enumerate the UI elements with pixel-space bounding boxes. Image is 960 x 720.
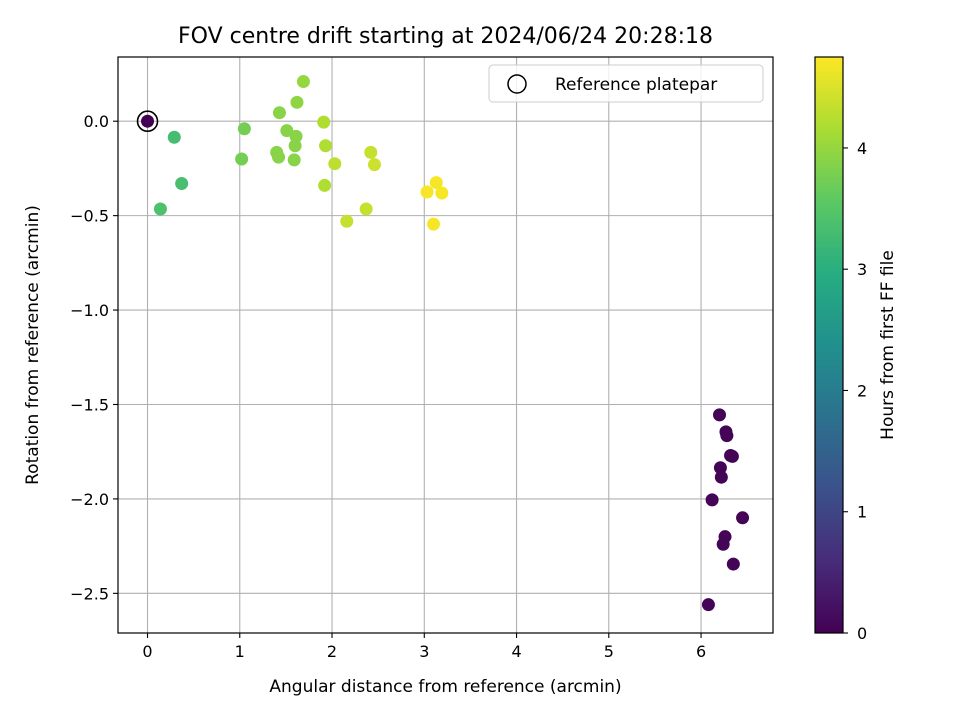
x-tick-label: 4 [511, 642, 521, 661]
data-point [287, 153, 301, 167]
y-tick-label: −1.0 [70, 301, 109, 320]
data-point [319, 139, 333, 153]
data-point [726, 557, 740, 571]
colorbar-tick-label: 4 [857, 139, 867, 158]
x-tick-label: 5 [604, 642, 614, 661]
colorbar-ticks: 0 1 2 3 4 [843, 139, 867, 643]
colorbar-tick-label: 0 [857, 624, 867, 643]
data-point [288, 139, 302, 153]
legend-reference-marker [507, 74, 527, 94]
data-point [725, 449, 739, 463]
legend-box [488, 64, 764, 103]
data-point [367, 158, 381, 172]
data-point [175, 177, 189, 191]
x-tick-label: 1 [235, 642, 245, 661]
data-point [317, 115, 331, 129]
data-point [237, 122, 251, 136]
data-point [712, 408, 726, 422]
data-point [340, 214, 354, 228]
data-point [153, 202, 167, 216]
colorbar-label: Hours from first FF file [878, 250, 898, 440]
data-point [289, 129, 303, 143]
data-point [429, 176, 443, 190]
x-tick-label: 3 [419, 642, 429, 661]
data-point [272, 150, 286, 164]
y-tick-label: −2.0 [70, 490, 109, 509]
data-point [364, 145, 378, 159]
plot-frame [117, 56, 774, 634]
data-point [713, 461, 727, 475]
data-point [705, 493, 719, 507]
data-point [420, 185, 434, 199]
chart-title: FOV centre drift starting at 2024/06/24 … [178, 24, 713, 49]
x-tick-label: 2 [327, 642, 337, 661]
colorbar-frame [814, 56, 844, 634]
data-point [328, 157, 342, 171]
reference-marker-layer [136, 110, 159, 133]
y-tick-label: 0.0 [84, 112, 109, 131]
colorbar-tick-label: 1 [857, 503, 867, 522]
data-point [701, 598, 715, 612]
data-point [720, 429, 734, 443]
data-point [736, 511, 750, 525]
y-tick-label: −1.5 [70, 395, 109, 414]
data-point [141, 114, 155, 128]
y-axis-ticks: 0.0 −0.5 −1.0 −1.5 −2.0 −2.5 [70, 112, 118, 603]
y-tick-label: −2.5 [70, 584, 109, 603]
x-axis-label: Angular distance from reference (arcmin) [269, 677, 621, 697]
data-point [714, 470, 728, 484]
grid-lines [118, 57, 773, 633]
data-point [290, 95, 304, 109]
data-point [716, 537, 730, 551]
y-tick-label: −0.5 [70, 207, 109, 226]
data-point [435, 186, 449, 200]
data-points [141, 75, 750, 612]
data-point [167, 130, 181, 144]
colorbar-tick-label: 3 [857, 260, 867, 279]
data-point [235, 152, 249, 166]
data-point [427, 217, 441, 231]
colorbar: 0 1 2 3 4 Hours from first FF file [814, 56, 898, 643]
data-point [272, 106, 286, 120]
x-tick-label: 6 [696, 642, 706, 661]
y-axis-label: Rotation from reference (arcmin) [23, 205, 43, 485]
legend-label-reference: Reference platepar [555, 75, 717, 95]
x-tick-label: 0 [142, 642, 152, 661]
x-axis-ticks: 0 1 2 3 4 5 6 [142, 633, 706, 661]
data-point [318, 178, 332, 192]
data-point [359, 202, 373, 216]
colorbar-gradient [815, 57, 843, 633]
legend: Reference platepar [488, 64, 764, 103]
colorbar-tick-label: 2 [857, 381, 867, 400]
reference-platepar-marker [136, 110, 159, 133]
data-point [296, 75, 310, 89]
